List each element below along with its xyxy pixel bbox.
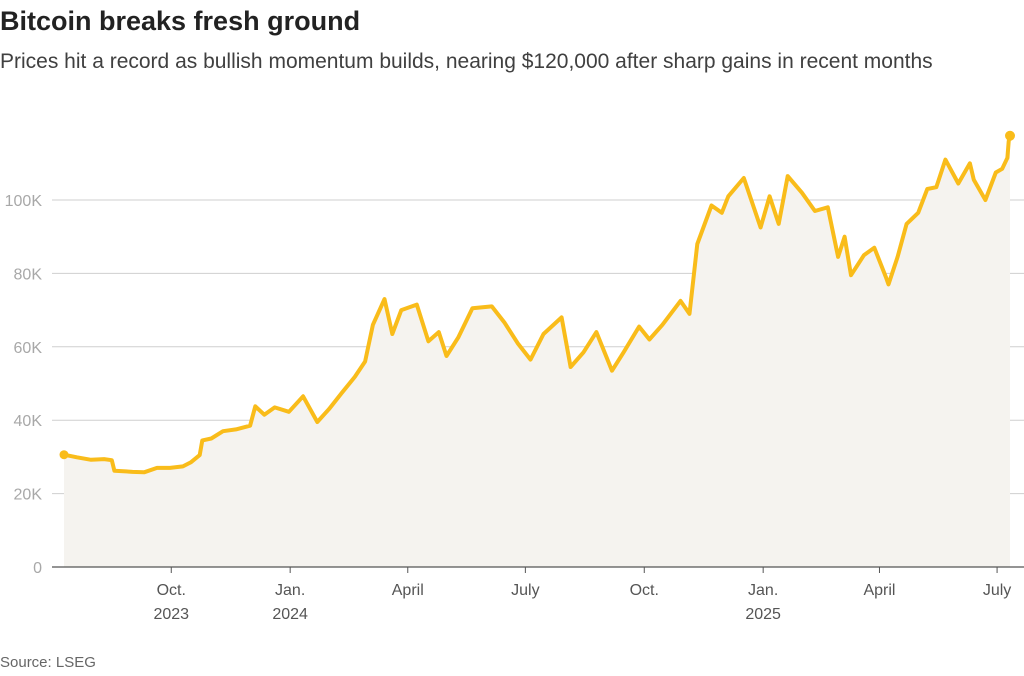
x-tick-label: Jan. [275, 582, 305, 599]
x-tick-label: Jan. [748, 582, 778, 599]
x-tick-label: Oct. [157, 582, 186, 599]
y-tick-label: 40K [14, 413, 43, 430]
x-tick-label: Oct. [630, 582, 659, 599]
x-tick-label: April [392, 582, 424, 599]
x-axis-ticks [170, 567, 998, 573]
y-tick-label: 80K [14, 266, 43, 283]
x-axis-labels: Oct. 2023 Jan. 2024 April July Oct. Jan. 2025 Apr… [153, 582, 1011, 623]
y-axis-labels: 0 20K 40K 60K 80K 100K [5, 193, 43, 577]
x-tick-year: 2023 [153, 606, 189, 623]
y-tick-label: 100K [5, 193, 43, 210]
chart-subtitle: Prices hit a record as bullish momentum … [0, 50, 933, 73]
price-line [62, 133, 1012, 475]
price-area [64, 135, 1010, 568]
x-tick-label: July [511, 582, 539, 599]
x-tick-label: April [863, 582, 895, 599]
source-note: Source: LSEG [0, 654, 96, 671]
x-tick-year: 2025 [745, 606, 781, 623]
y-tick-label: 60K [14, 340, 43, 357]
end-point [1005, 130, 1015, 141]
x-tick-label: July [983, 582, 1011, 599]
x-tick-year: 2024 [272, 606, 308, 623]
y-tick-label: 0 [33, 560, 42, 577]
chart-title: Bitcoin breaks fresh ground [0, 6, 361, 36]
y-tick-label: 20K [14, 487, 43, 504]
start-point [59, 450, 69, 460]
